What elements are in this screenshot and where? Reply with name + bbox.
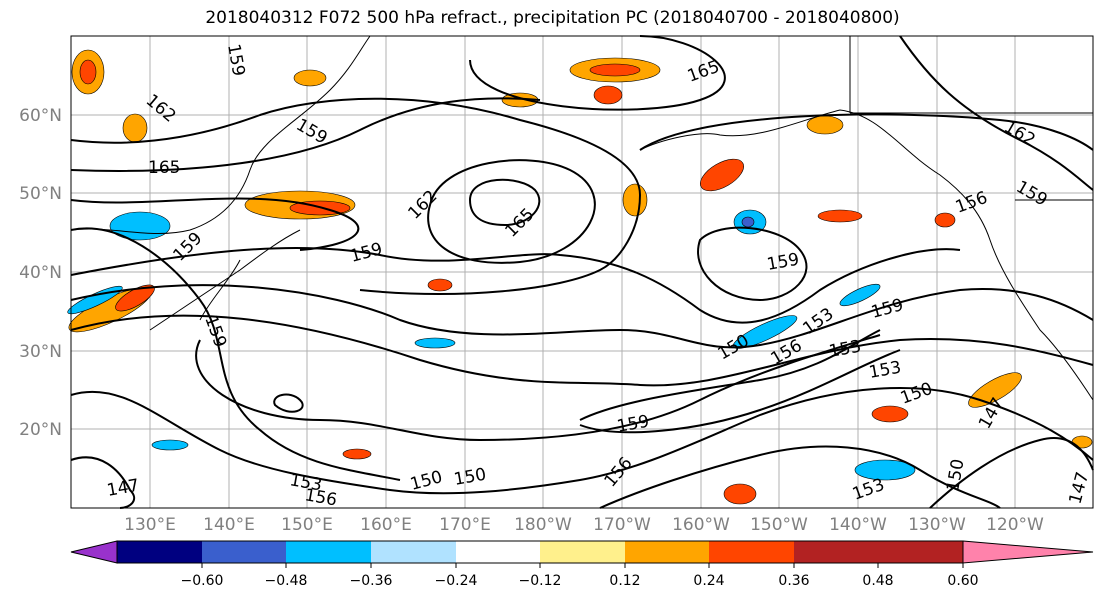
lon-label: 140°W [829, 515, 887, 535]
map-title: 2018040312 F072 500 hPa refract., precip… [205, 8, 900, 28]
colorbar-segment [371, 541, 456, 563]
lon-label: 140°E [203, 515, 255, 535]
colorbar-left-extension [70, 540, 118, 564]
lon-label: 160°E [360, 515, 412, 535]
lat-label: 50°N [19, 184, 62, 204]
colorbar-ticks [201, 563, 964, 568]
lon-label: 160°W [672, 515, 730, 535]
lon-label: 170°W [593, 515, 651, 535]
colorbar-segment [286, 541, 371, 563]
lon-label: 180°W [514, 515, 572, 535]
colorbar-tick-label: 0.24 [693, 573, 724, 589]
colorbar-tick-label: 0.60 [947, 573, 978, 589]
coastlines [70, 35, 1094, 401]
lon-label: 120°W [986, 515, 1044, 535]
map-frame [70, 35, 1094, 509]
colorbar-segment [117, 541, 202, 563]
colorbar-tick-label: −0.36 [350, 573, 393, 589]
colorbar-segment [202, 541, 286, 563]
colorbar-tick-label: −0.12 [519, 573, 562, 589]
colorbar-tick-label: −0.60 [181, 573, 224, 589]
lat-label: 20°N [19, 420, 62, 440]
colorbar-tick-label: 0.12 [609, 573, 640, 589]
colorbar-tick-label: 0.48 [862, 573, 893, 589]
colorbar-segment [794, 541, 878, 563]
lon-label: 150°E [281, 515, 333, 535]
precipitation-patches [67, 49, 1093, 505]
lat-label: 40°N [19, 263, 62, 283]
colorbar-tick-label: 0.36 [778, 573, 809, 589]
lon-label: 170°E [439, 515, 491, 535]
refractivity-contours [70, 35, 1094, 509]
colorbar-segment [540, 541, 625, 563]
lat-label: 30°N [19, 342, 62, 362]
lon-label: 150°W [750, 515, 808, 535]
lon-label: 130°E [124, 515, 176, 535]
latitude-labels: 60°N 50°N 40°N 30°N 20°N [19, 106, 62, 440]
colorbar-tick-label: −0.24 [435, 573, 478, 589]
colorbar-tick-label: −0.48 [265, 573, 308, 589]
colorbar-segment [456, 541, 540, 563]
colorbar-segment [709, 541, 794, 563]
colorbar: −0.60 −0.48 −0.36 −0.24 −0.12 0.12 0.24 … [70, 540, 1094, 589]
contour-label: 165 [148, 158, 180, 178]
colorbar-right-extension [962, 540, 1094, 564]
lat-label: 60°N [19, 106, 62, 126]
colorbar-segment [625, 541, 709, 563]
colorbar-segment [878, 541, 963, 563]
longitude-labels: 130°E 140°E 150°E 160°E 170°E 180°W 170°… [124, 515, 1044, 535]
lon-label: 130°W [908, 515, 966, 535]
